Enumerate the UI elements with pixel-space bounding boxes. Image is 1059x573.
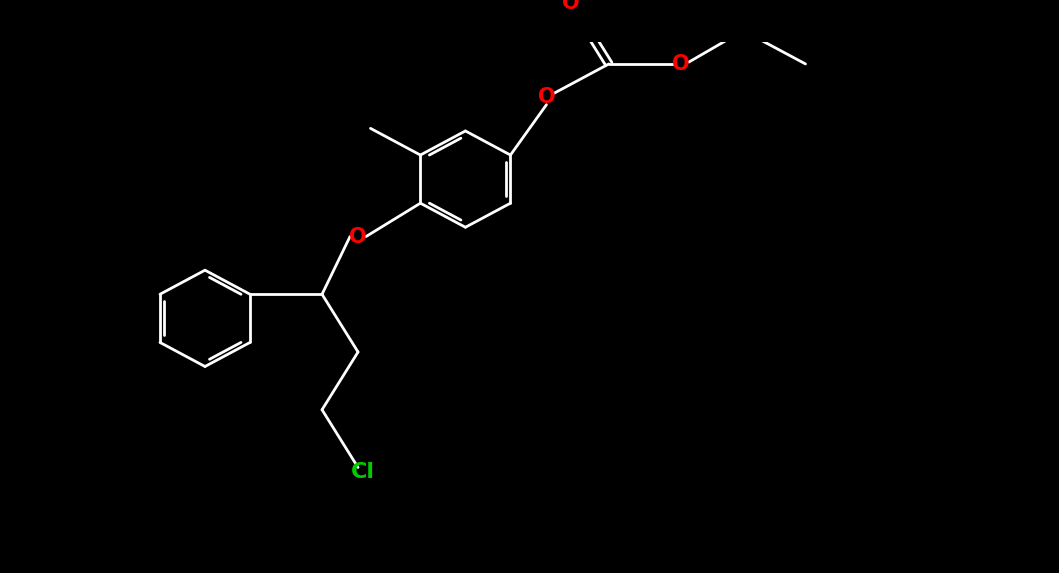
Text: O: O (538, 87, 555, 107)
Text: O: O (562, 0, 579, 13)
Text: O: O (349, 226, 366, 246)
Text: O: O (672, 54, 689, 74)
Text: Cl: Cl (351, 462, 375, 482)
